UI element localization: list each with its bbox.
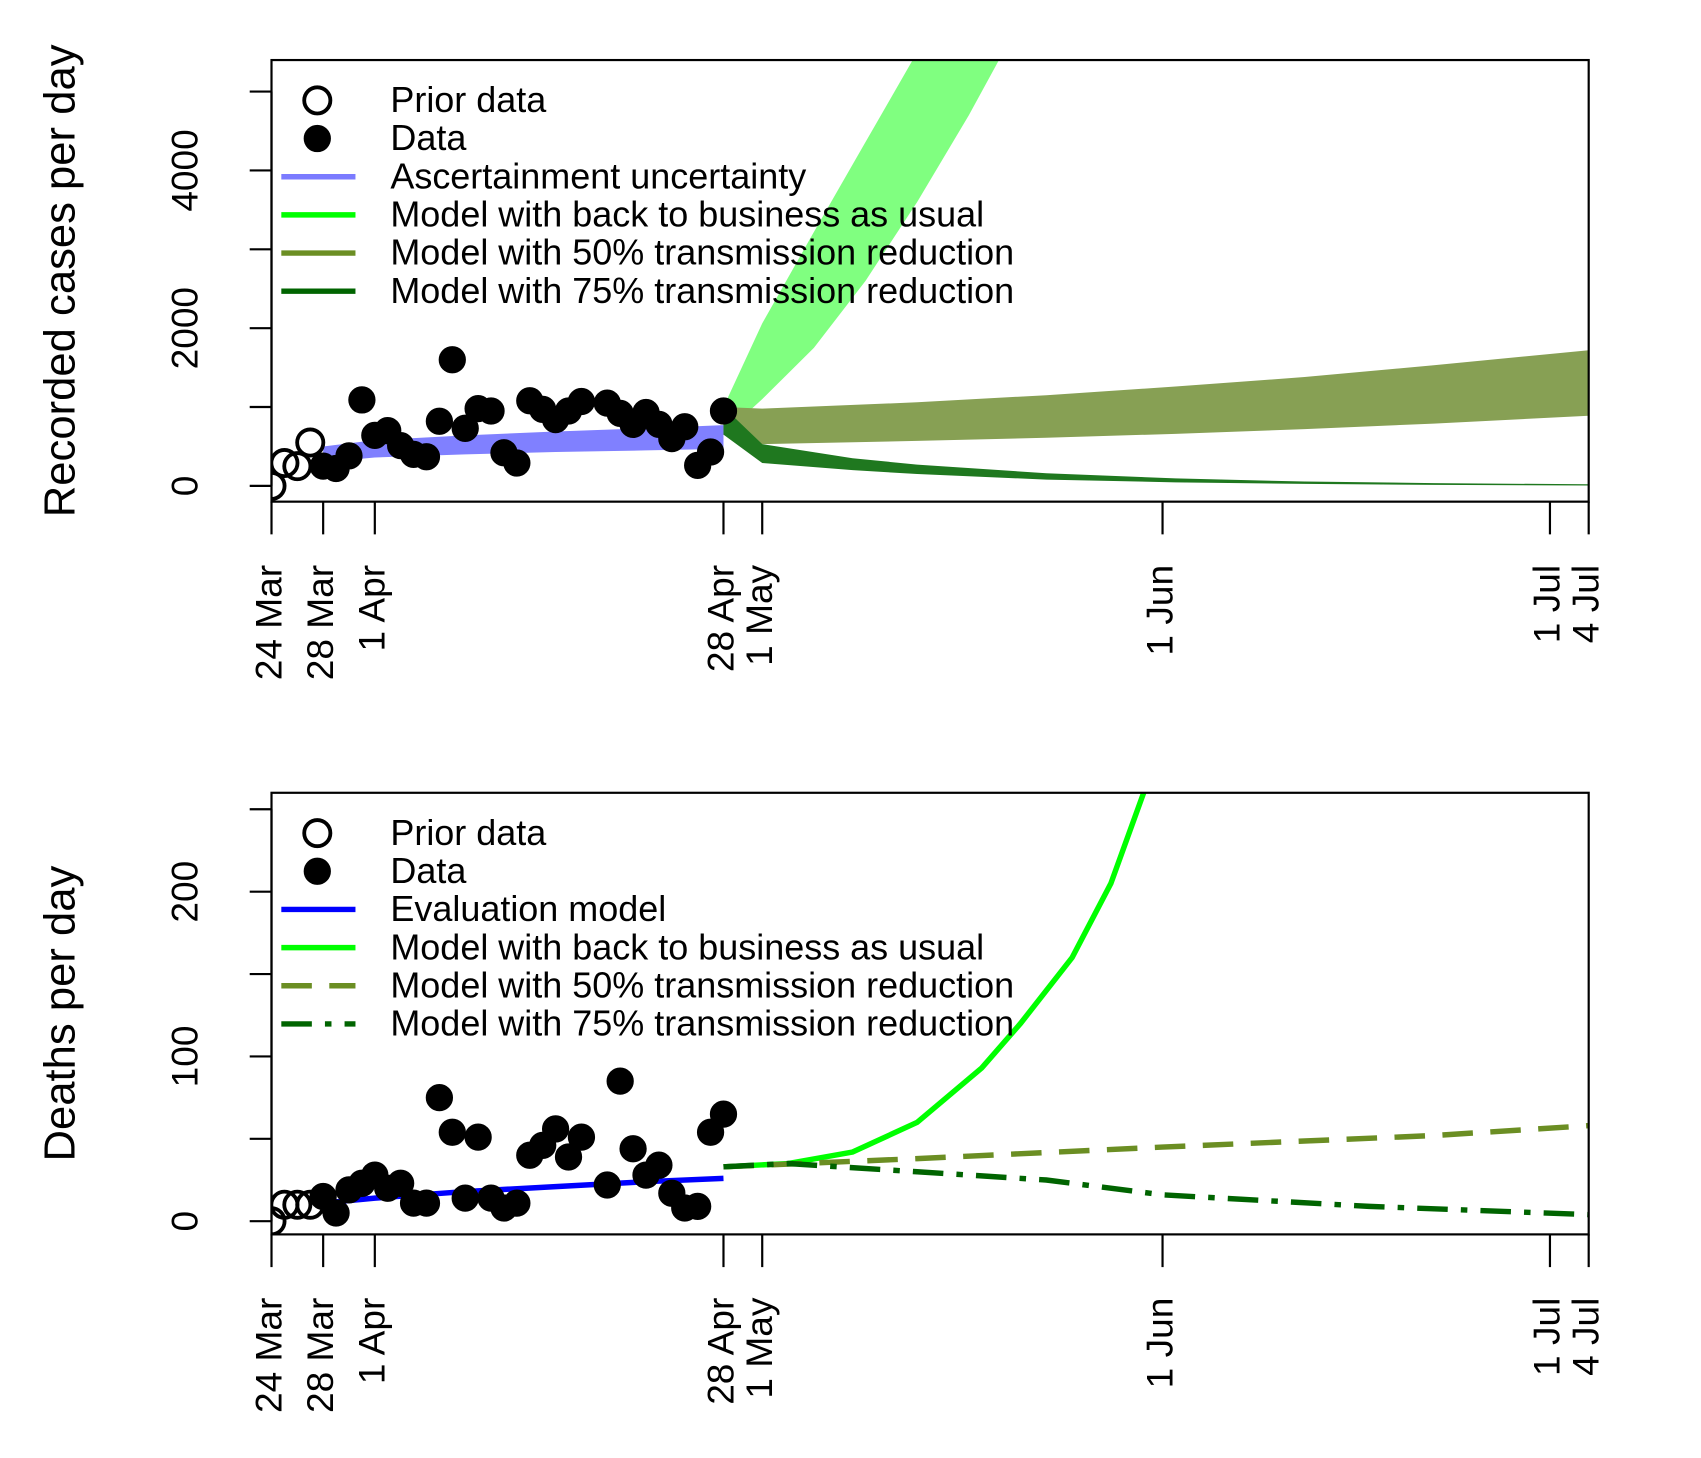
data-point — [567, 1123, 596, 1151]
y-tick-label: 200 — [163, 861, 205, 923]
x-tick-label: 1 May — [738, 1297, 780, 1398]
data-point — [606, 1067, 634, 1095]
data-point — [709, 1100, 738, 1128]
legend-label: Model with 50% transmission reduction — [390, 964, 1014, 1005]
y-tick-label: 2000 — [163, 287, 205, 369]
legend-marker — [302, 85, 333, 116]
legend-marker — [303, 124, 331, 153]
data-point — [451, 1184, 479, 1212]
data-point — [709, 397, 738, 425]
data-point — [645, 1151, 673, 1179]
plot-frame — [270, 58, 1590, 503]
data-point — [322, 1199, 350, 1227]
data-point — [671, 413, 699, 441]
legend-label: Model with back to business as usual — [390, 926, 984, 967]
data-point — [438, 346, 466, 374]
data-point — [554, 1143, 583, 1171]
legend-label: Ascertainment uncertainty — [390, 155, 806, 196]
x-tick-label: 1 May — [738, 564, 780, 665]
plot-frame — [270, 791, 1590, 1236]
data-point — [593, 1171, 621, 1199]
legend-label: Data — [390, 850, 466, 891]
chart-panel: 0 100 200 Deaths per day 24 Mar 28 Mar 1 Apr 28… — [37, 791, 1606, 1413]
y-axis-title: Recorded cases per day — [37, 44, 85, 517]
data-point — [464, 1123, 492, 1151]
data-point — [412, 443, 441, 471]
x-tick-label: 4 Jul — [1564, 565, 1606, 643]
data-point — [684, 1192, 712, 1221]
y-tick-label: 0 — [163, 476, 205, 497]
y-tick-label: 100 — [163, 1026, 205, 1088]
legend-label: Data — [390, 117, 466, 158]
data-point — [541, 1115, 570, 1143]
legend-label: Model with 50% transmission reduction — [390, 232, 1014, 273]
data-point — [696, 438, 725, 466]
x-tick-label: 4 Jul — [1564, 1298, 1606, 1376]
data-point — [503, 449, 531, 477]
data-point — [477, 397, 505, 425]
data-point — [282, 1189, 313, 1220]
data-point — [348, 386, 376, 414]
x-tick-label: 1 Jul — [1526, 1298, 1568, 1376]
data-point — [567, 387, 596, 416]
data-point — [451, 414, 479, 442]
data-point — [425, 1083, 454, 1112]
line — [322, 1175, 724, 1206]
data-point — [425, 407, 454, 435]
data-point — [271, 448, 300, 479]
y-tick-label: 0 — [163, 1211, 205, 1232]
y-axis-title: Deaths per day — [37, 866, 85, 1162]
data-point — [412, 1189, 441, 1217]
data-point — [335, 442, 363, 470]
data-point — [271, 1206, 287, 1235]
band — [723, 350, 1589, 445]
x-tick-label: 1 Jun — [1138, 565, 1180, 656]
legend-marker — [303, 857, 331, 885]
legend-label: Prior data — [390, 812, 546, 853]
x-tick-label: 28 Apr — [699, 565, 741, 672]
data-point — [387, 1169, 415, 1197]
data-point — [619, 1135, 647, 1163]
x-tick-label: 1 Jul — [1526, 565, 1568, 643]
data-point — [438, 1118, 466, 1146]
x-tick-label: 1 Apr — [351, 1298, 393, 1385]
legend-label: Model with 75% transmission reduction — [390, 270, 1014, 311]
data-point — [503, 1189, 531, 1217]
plot-area — [271, 792, 1589, 1235]
x-tick-label: 28 Mar — [299, 1298, 341, 1413]
legend-label: Model with 75% transmission reduction — [390, 1003, 1014, 1044]
legend-label: Prior data — [390, 79, 546, 120]
data-point — [271, 470, 287, 501]
plot-area — [271, 60, 1589, 501]
x-tick-label: 1 Jun — [1138, 1298, 1180, 1389]
line — [723, 1160, 1589, 1218]
legend-label: Evaluation model — [390, 888, 666, 929]
data-point — [295, 427, 326, 458]
y-tick-label: 4000 — [163, 129, 205, 211]
line — [723, 792, 1147, 1170]
x-tick-label: 24 Mar — [247, 1298, 289, 1413]
x-tick-label: 28 Apr — [699, 1298, 741, 1405]
line — [723, 1122, 1589, 1170]
band — [723, 60, 999, 435]
legend-label: Model with back to business as usual — [390, 194, 984, 235]
x-tick-label: 28 Mar — [299, 565, 341, 680]
x-tick-label: 24 Mar — [247, 565, 289, 680]
x-tick-label: 1 Apr — [351, 565, 393, 652]
legend-marker — [302, 818, 333, 849]
